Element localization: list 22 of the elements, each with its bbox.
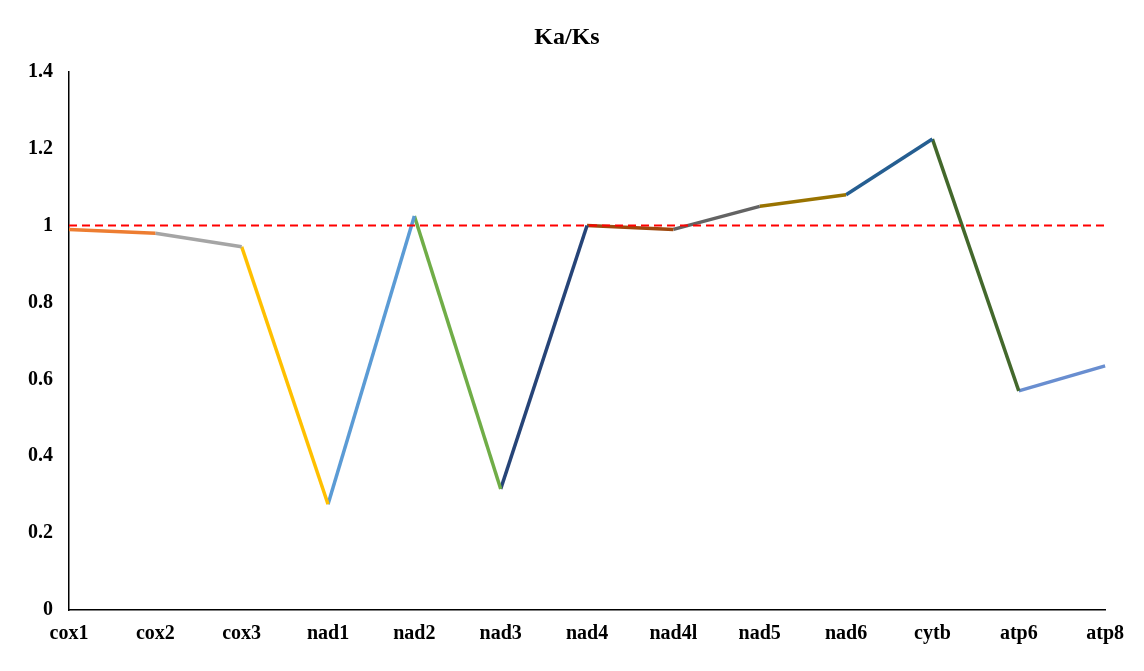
y-tick-label: 0.8 [28, 289, 53, 312]
y-tick-label: 0.6 [28, 366, 53, 389]
x-tick-label: nad6 [824, 621, 868, 644]
x-tick-label: cytb [914, 621, 951, 645]
y-tick-label: 0 [43, 597, 53, 620]
x-tick-label: nad4 [565, 621, 609, 644]
y-tick-label: 0.2 [28, 520, 53, 543]
x-tick-label: atp8 [1086, 621, 1125, 645]
x-tick-label: nad4l [649, 621, 698, 644]
x-tick-label: cox1 [49, 621, 89, 644]
x-tick-label: cox3 [222, 621, 262, 644]
x-tick-label: nad3 [479, 621, 522, 644]
y-tick-label: 0.4 [28, 443, 53, 466]
y-tick-label: 1 [43, 212, 53, 235]
x-tick-label: atp6 [999, 621, 1038, 645]
y-tick-label: 1.4 [28, 58, 53, 81]
chart-title: Ka/Ks [534, 22, 600, 49]
x-tick-label: nad5 [738, 621, 781, 644]
x-tick-label: cox2 [135, 621, 175, 644]
x-tick-label: nad2 [393, 621, 436, 644]
x-tick-label: nad1 [306, 621, 350, 644]
y-tick-label: 1.2 [28, 135, 53, 158]
